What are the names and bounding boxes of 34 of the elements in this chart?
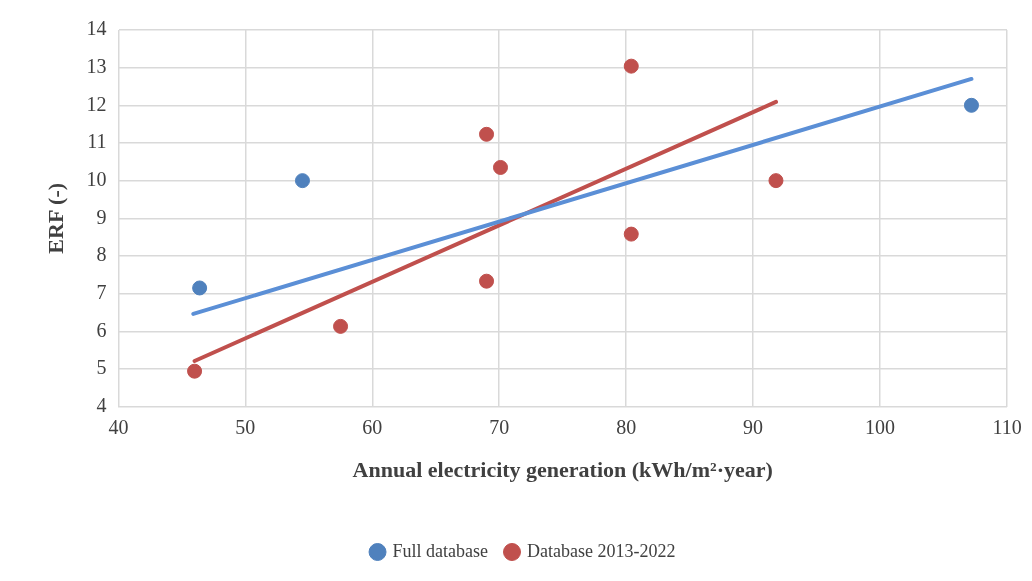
x-tick-label: 80 bbox=[616, 415, 637, 438]
x-tick-label: 110 bbox=[992, 415, 1022, 438]
point bbox=[623, 226, 639, 242]
x-tick-label: 60 bbox=[362, 415, 383, 438]
x-axis-title: Annual electricity generation (kWh/m²·year) bbox=[352, 457, 773, 483]
x-tick-label: 100 bbox=[865, 415, 896, 438]
y-axis-title: ERF (-) bbox=[42, 182, 68, 254]
point bbox=[479, 273, 495, 289]
legend-label: Database 2013-2022 bbox=[527, 540, 676, 561]
point bbox=[294, 173, 310, 189]
y-tick-label: 11 bbox=[87, 130, 107, 153]
y-tick-label: 8 bbox=[96, 243, 107, 266]
point bbox=[187, 363, 203, 379]
x-tick-label: 50 bbox=[235, 415, 256, 438]
y-tick-label: 9 bbox=[96, 205, 107, 228]
y-tick-label: 14 bbox=[86, 17, 107, 40]
point bbox=[333, 318, 349, 334]
y-tick-label: 7 bbox=[96, 280, 107, 303]
y-tick-label: 10 bbox=[86, 167, 107, 190]
x-tick-label: 90 bbox=[743, 415, 764, 438]
x-tick-label: 40 bbox=[108, 415, 129, 438]
y-tick-label: 5 bbox=[96, 356, 107, 379]
y-tick-label: 13 bbox=[86, 54, 107, 77]
point bbox=[768, 173, 784, 189]
y-tick-label: 12 bbox=[86, 92, 107, 115]
point bbox=[192, 280, 208, 296]
y-tick-label: 4 bbox=[96, 393, 107, 416]
point bbox=[479, 126, 495, 142]
point bbox=[623, 58, 639, 74]
legend-label: Full database bbox=[392, 540, 489, 561]
point bbox=[963, 97, 979, 113]
point bbox=[493, 159, 508, 175]
x-tick-label: 70 bbox=[489, 415, 510, 438]
y-tick-label: 6 bbox=[96, 318, 107, 341]
